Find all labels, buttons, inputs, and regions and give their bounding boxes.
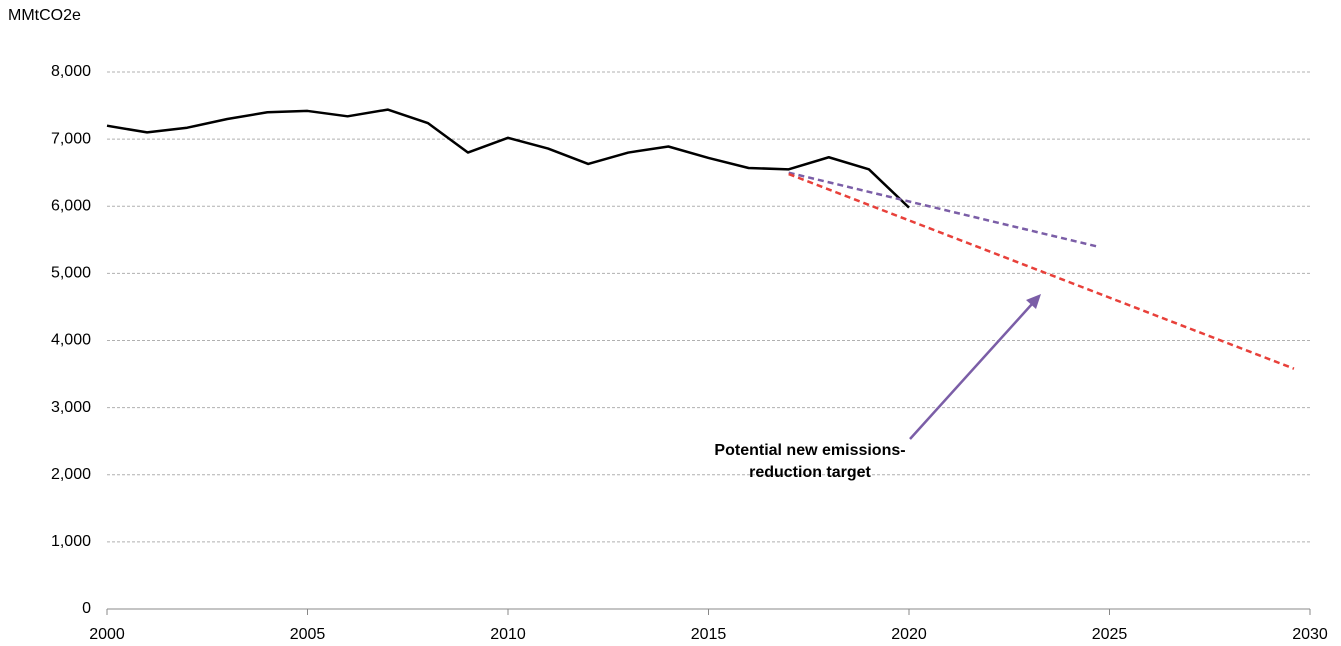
y-tick-label: 6,000 [51, 197, 91, 214]
y-axis-label: MMtCO2e [8, 7, 81, 24]
arrow-shaft [909, 303, 1033, 440]
series-line [788, 172, 1295, 370]
series-line [106, 108, 910, 209]
x-tick-label: 2030 [1292, 626, 1328, 643]
y-tick-label: 4,000 [51, 332, 91, 349]
y-tick-label: 2,000 [51, 466, 91, 483]
x-tick-label: 2020 [891, 626, 927, 643]
y-tick-label: 3,000 [51, 399, 91, 416]
annotation-arrow [909, 294, 1041, 440]
x-tick-label: 2000 [89, 626, 125, 643]
y-tick-label: 1,000 [51, 533, 91, 550]
annotation: Potential new emissions-reduction target [714, 442, 906, 481]
y-tick-label: 0 [82, 600, 91, 617]
x-tick-label: 2015 [691, 626, 727, 643]
x-tick-label: 2010 [490, 626, 526, 643]
x-tick-label: 2005 [290, 626, 326, 643]
y-tick-label: 8,000 [51, 63, 91, 80]
x-tick-label: 2025 [1092, 626, 1128, 643]
arrow-head [1026, 294, 1041, 309]
y-tick-label: 5,000 [51, 265, 91, 282]
y-tick-label: 7,000 [51, 130, 91, 147]
series-line [788, 171, 1098, 248]
